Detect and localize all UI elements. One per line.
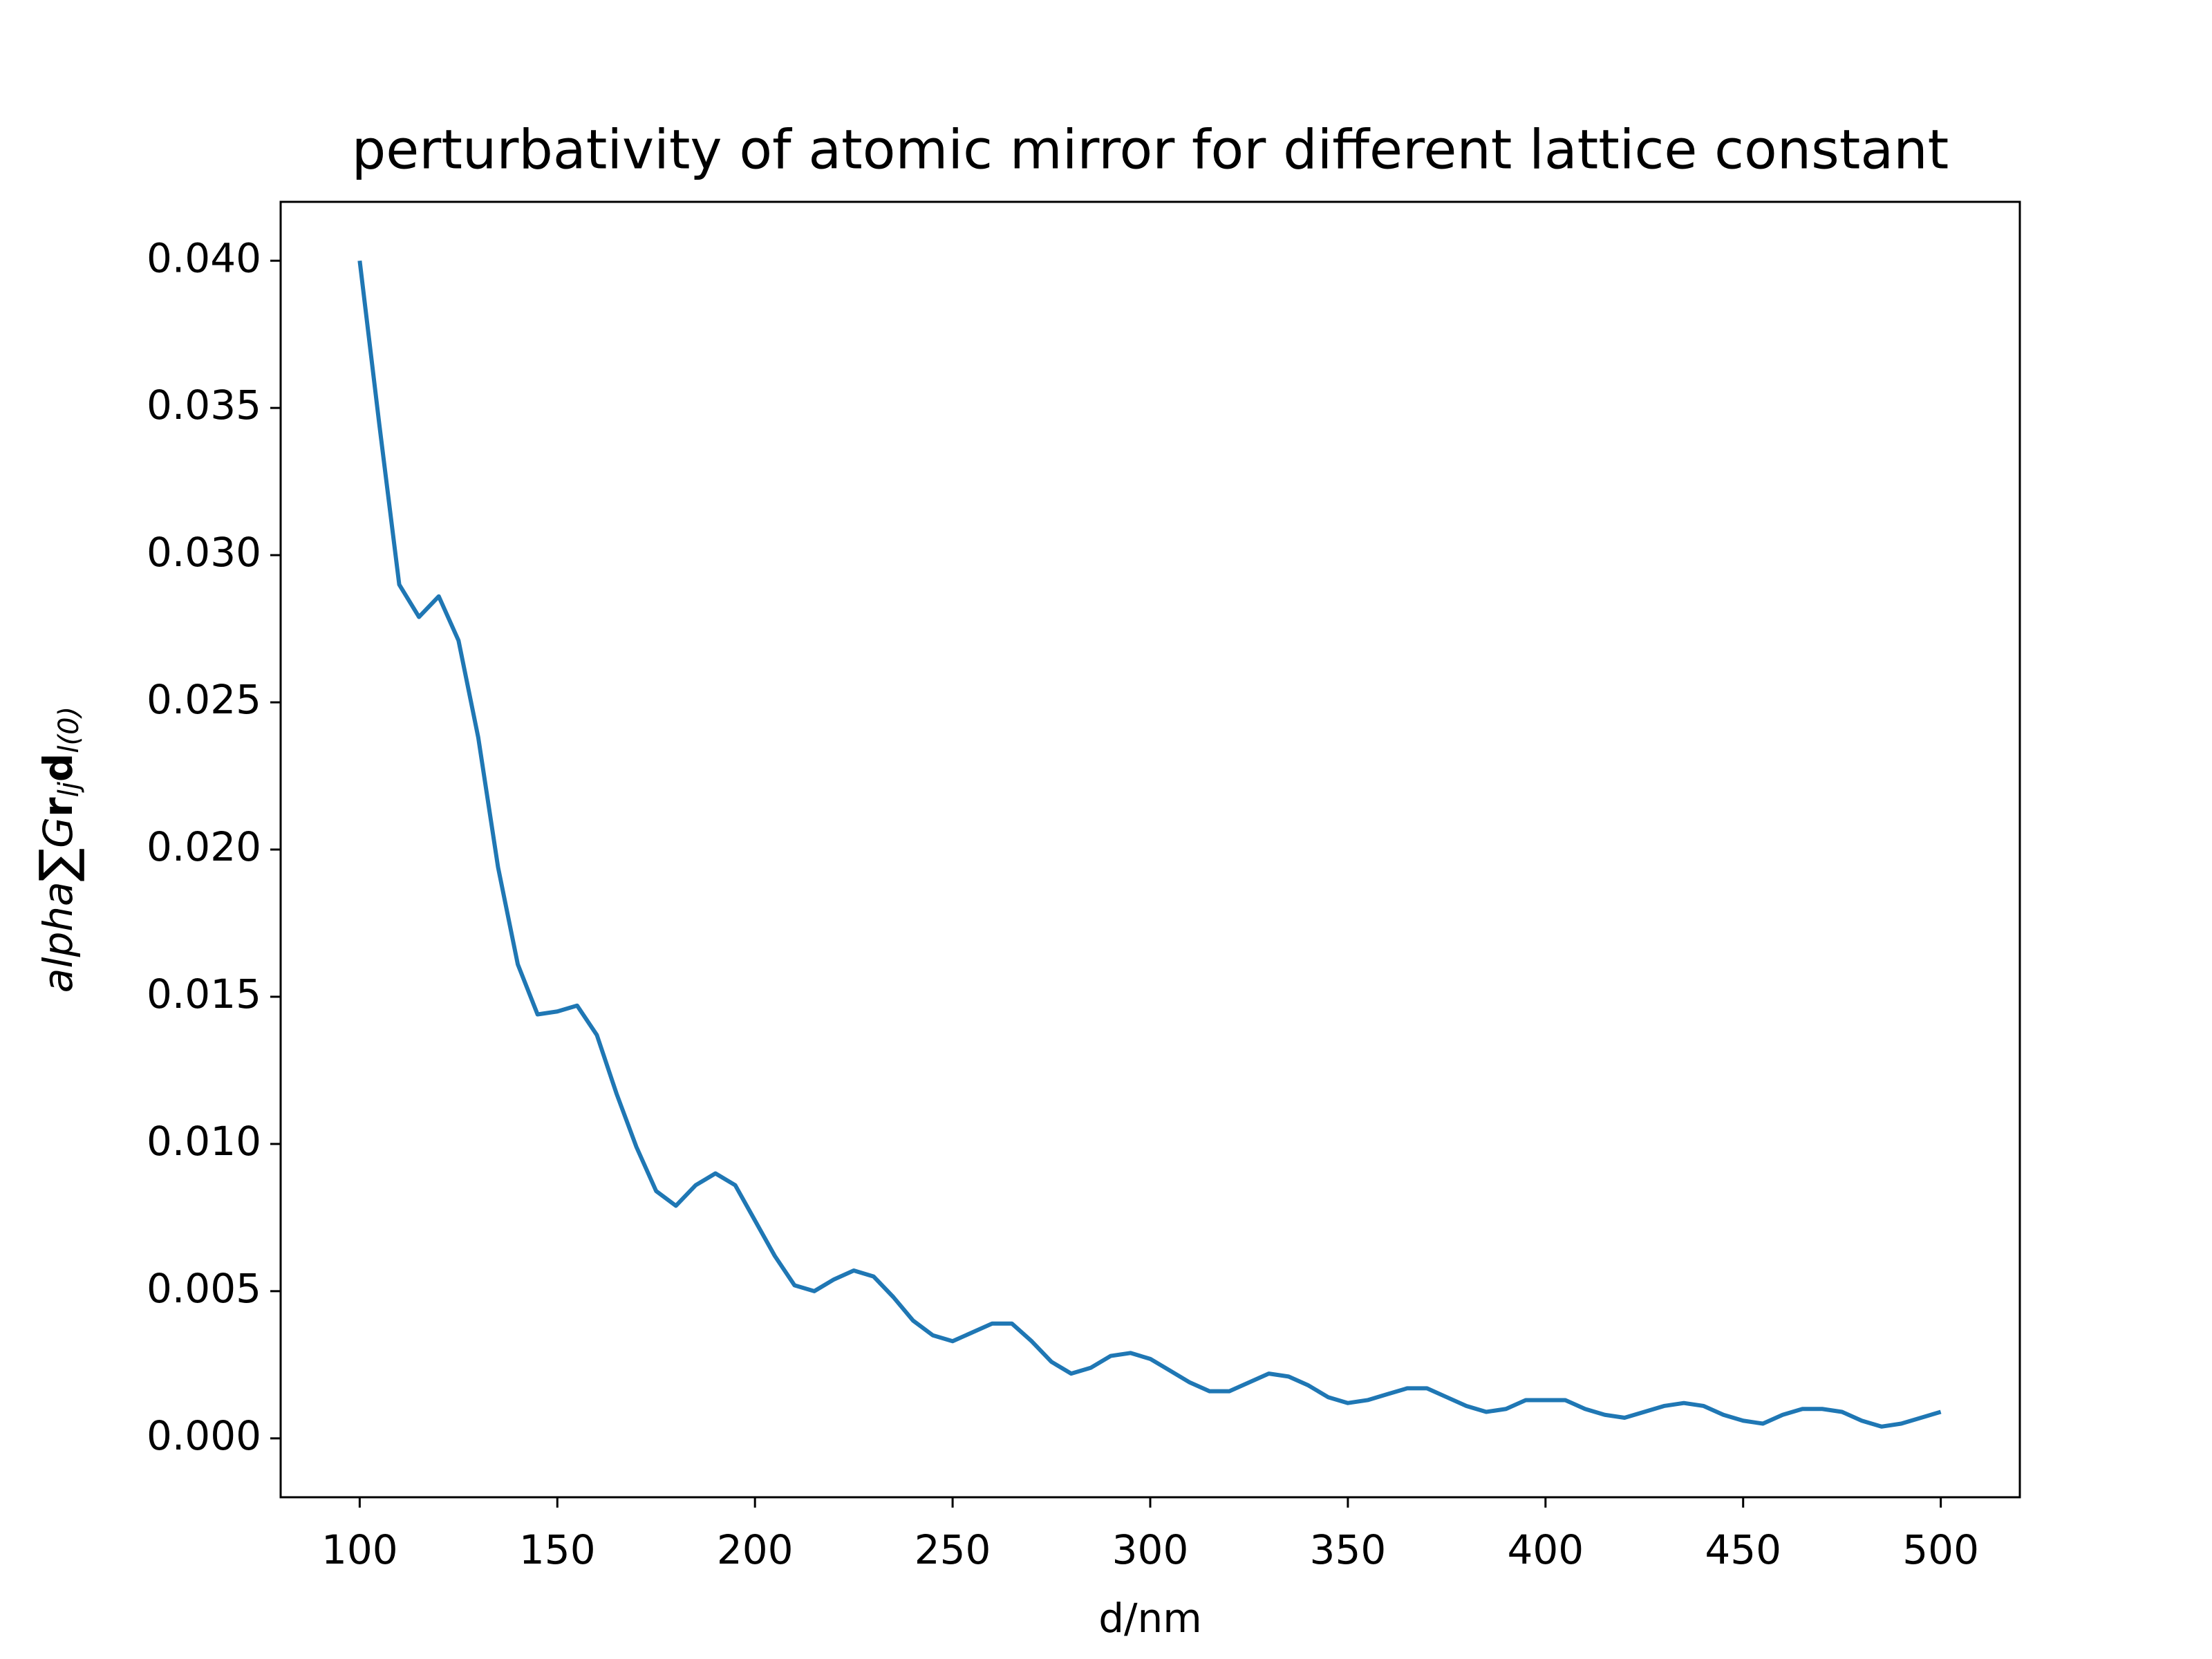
y-tick-label: 0.005 [147, 1265, 261, 1312]
y-label-part: r [35, 797, 82, 817]
x-tick-label: 400 [1507, 1526, 1584, 1573]
y-label-part: ∑ [28, 848, 86, 882]
y-tick-label: 0.000 [147, 1412, 261, 1459]
x-tick-label: 200 [717, 1526, 794, 1573]
x-tick-label: 300 [1112, 1526, 1189, 1573]
x-tick-label: 250 [915, 1526, 991, 1573]
x-axis-label: d/nm [1098, 1595, 1202, 1642]
x-tick-label: 450 [1705, 1526, 1781, 1573]
y-axis-label: alpha∑Grljdl(0) [28, 706, 86, 993]
y-tick-label: 0.020 [147, 823, 261, 870]
y-tick-label: 0.040 [147, 234, 261, 281]
x-tick-label: 150 [519, 1526, 596, 1573]
y-label-part: alpha [35, 881, 82, 993]
data-line [357, 260, 1942, 1429]
x-tick-label: 100 [321, 1526, 398, 1573]
y-label-part: G [35, 817, 82, 848]
plot-frame [279, 200, 2021, 1499]
y-tick-label: 0.025 [147, 676, 261, 723]
y-tick-label: 0.030 [147, 529, 261, 576]
chart-title: perturbativity of atomic mirror for diff… [352, 119, 1949, 181]
y-tick-label: 0.035 [147, 382, 261, 429]
y-label-part: lj [53, 781, 85, 797]
x-tick-label: 500 [1902, 1526, 1979, 1573]
y-label-part: l(0) [53, 706, 85, 753]
x-tick-label: 350 [1310, 1526, 1387, 1573]
y-tick-label: 0.015 [147, 971, 261, 1018]
y-label-part: d [35, 753, 82, 782]
y-tick-label: 0.010 [147, 1118, 261, 1165]
